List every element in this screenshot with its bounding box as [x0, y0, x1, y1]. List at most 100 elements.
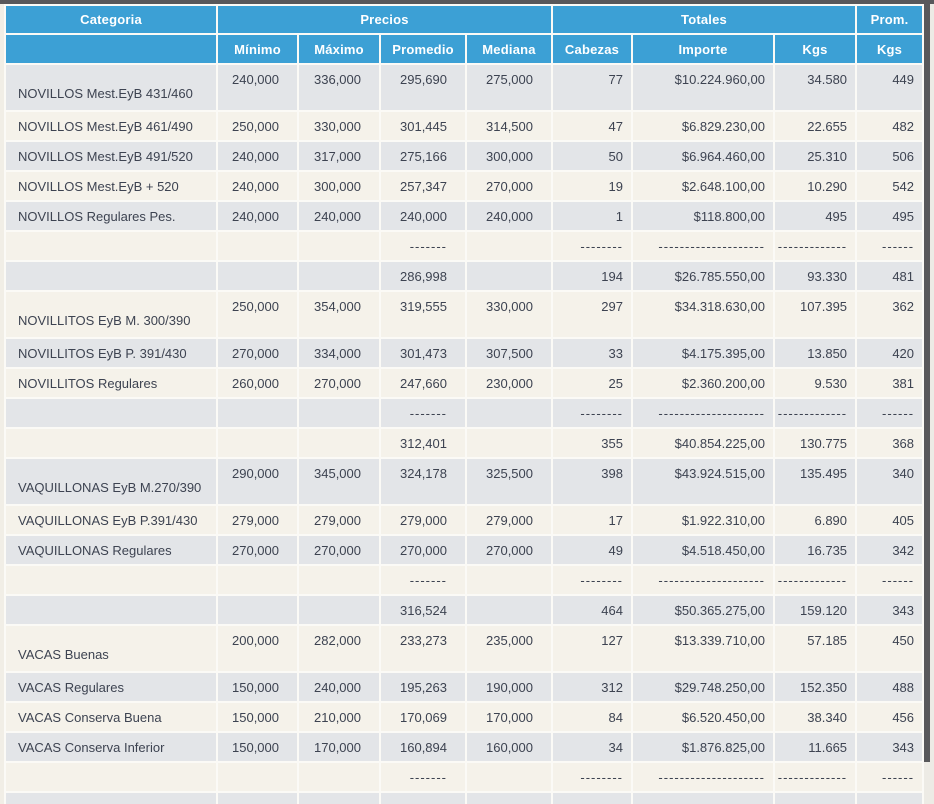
value-cell: 542	[855, 170, 925, 202]
value-cell: --------	[551, 564, 633, 596]
value-cell	[551, 791, 633, 804]
table-row: NOVILLOS Mest.EyB 431/460 240,000 336,000 2…	[4, 63, 925, 112]
category-cell	[4, 397, 218, 429]
category-cell	[4, 427, 218, 459]
value-cell: 13.850	[772, 337, 858, 369]
value-cell	[297, 594, 381, 626]
value-cell: 464	[551, 594, 633, 626]
value-cell: 301,445	[379, 110, 467, 142]
value-cell: 362	[855, 290, 925, 339]
table-row: NOVILLOS Mest.EyB + 520 240,000 300,000 257…	[4, 170, 925, 202]
value-cell: 301,473	[379, 337, 467, 369]
value-cell: -------	[379, 397, 467, 429]
value-cell: 25	[551, 367, 633, 399]
value-cell: 334,000	[297, 337, 381, 369]
value-cell: 22.655	[772, 110, 858, 142]
table-container: Categoria Precios Totales Prom. Mínimo M…	[4, 4, 925, 804]
header-group-row: Categoria Precios Totales Prom.	[4, 4, 925, 35]
value-cell: 240,000	[216, 200, 299, 232]
value-cell: 250,000	[216, 290, 299, 339]
table-row: 312,401 355 $40.854.225,00 130.775 368	[4, 427, 925, 459]
value-cell: 282,000	[297, 624, 381, 673]
table-body: NOVILLOS Mest.EyB 431/460 240,000 336,000 2…	[4, 63, 925, 804]
value-cell: -------------	[772, 230, 858, 262]
value-cell: 135.495	[772, 457, 858, 506]
value-cell: 170,000	[465, 701, 553, 733]
subheader-mediana: Mediana	[465, 33, 553, 65]
table-row: NOVILLITOS EyB M. 300/390 250,000 354,000 3…	[4, 290, 925, 339]
value-cell: 312,401	[379, 427, 467, 459]
value-cell: 420	[855, 337, 925, 369]
header-sub-row: Mínimo Máximo Promedio Mediana Cabezas I…	[4, 33, 925, 65]
value-cell: 240,000	[216, 170, 299, 202]
value-cell: 330,000	[297, 110, 381, 142]
value-cell: 290,000	[216, 457, 299, 506]
table-row: ------- -------- -------------------- -----…	[4, 397, 925, 429]
header-precios: Precios	[216, 4, 553, 35]
value-cell: 210,000	[297, 701, 381, 733]
subheader-empty	[4, 33, 218, 65]
value-cell: 325,500	[465, 457, 553, 506]
value-cell: 456	[855, 701, 925, 733]
category-cell	[4, 594, 218, 626]
subheader-maximo: Máximo	[297, 33, 381, 65]
vertical-scrollbar-track[interactable]	[924, 4, 934, 804]
value-cell	[297, 791, 381, 804]
value-cell	[631, 791, 775, 804]
value-cell: 170,069	[379, 701, 467, 733]
value-cell: 1	[551, 200, 633, 232]
table-row: VACAS Conserva Inferior 150,000 170,000 160…	[4, 731, 925, 763]
value-cell: 49	[551, 534, 633, 566]
value-cell: $6.964.460,00	[631, 140, 775, 172]
table-row: NOVILLOS Regulares Pes. 240,000 240,000 240…	[4, 200, 925, 232]
value-cell: 270,000	[216, 337, 299, 369]
table-row: NOVILLITOS Regulares 260,000 270,000 247,66…	[4, 367, 925, 399]
value-cell: 16.735	[772, 534, 858, 566]
value-cell: 38.340	[772, 701, 858, 733]
value-cell: 495	[772, 200, 858, 232]
category-cell: VAQUILLONAS Regulares	[4, 534, 218, 566]
value-cell: 6.890	[772, 504, 858, 536]
value-cell: 200,000	[216, 624, 299, 673]
value-cell: 345,000	[297, 457, 381, 506]
value-cell: 270,000	[379, 534, 467, 566]
value-cell	[216, 594, 299, 626]
value-cell: -------------	[772, 761, 858, 793]
value-cell	[216, 397, 299, 429]
category-cell: NOVILLOS Mest.EyB 461/490	[4, 110, 218, 142]
value-cell: 152.350	[772, 671, 858, 703]
value-cell	[465, 397, 553, 429]
table-row: VAQUILLONAS EyB M.270/390 290,000 345,000 3…	[4, 457, 925, 506]
value-cell: $2.360.200,00	[631, 367, 775, 399]
value-cell	[297, 761, 381, 793]
value-cell: 295,690	[379, 63, 467, 112]
category-cell: NOVILLITOS EyB P. 391/430	[4, 337, 218, 369]
value-cell: 107.395	[772, 290, 858, 339]
category-cell	[4, 761, 218, 793]
table-header: Categoria Precios Totales Prom. Mínimo M…	[4, 4, 925, 65]
value-cell: -------	[379, 564, 467, 596]
subheader-cabezas: Cabezas	[551, 33, 633, 65]
value-cell: --------------------	[631, 397, 775, 429]
value-cell: $6.520.450,00	[631, 701, 775, 733]
category-cell: NOVILLITOS Regulares	[4, 367, 218, 399]
value-cell: 93.330	[772, 260, 858, 292]
vertical-scrollbar-thumb[interactable]	[924, 4, 930, 762]
value-cell: --------------------	[631, 230, 775, 262]
value-cell: 240,000	[216, 140, 299, 172]
value-cell: 33	[551, 337, 633, 369]
value-cell: 317,000	[297, 140, 381, 172]
category-cell	[4, 260, 218, 292]
value-cell: 355	[551, 427, 633, 459]
category-cell: VAQUILLONAS EyB P.391/430	[4, 504, 218, 536]
value-cell: 34	[551, 731, 633, 763]
value-cell: -------	[379, 230, 467, 262]
value-cell: 398	[551, 457, 633, 506]
value-cell: 340	[855, 457, 925, 506]
value-cell: $29.748.250,00	[631, 671, 775, 703]
value-cell: 279,000	[216, 504, 299, 536]
value-cell: 316,524	[379, 594, 467, 626]
value-cell: -------	[379, 761, 467, 793]
table-row: NOVILLOS Mest.EyB 461/490 250,000 330,000 3…	[4, 110, 925, 142]
value-cell	[465, 260, 553, 292]
